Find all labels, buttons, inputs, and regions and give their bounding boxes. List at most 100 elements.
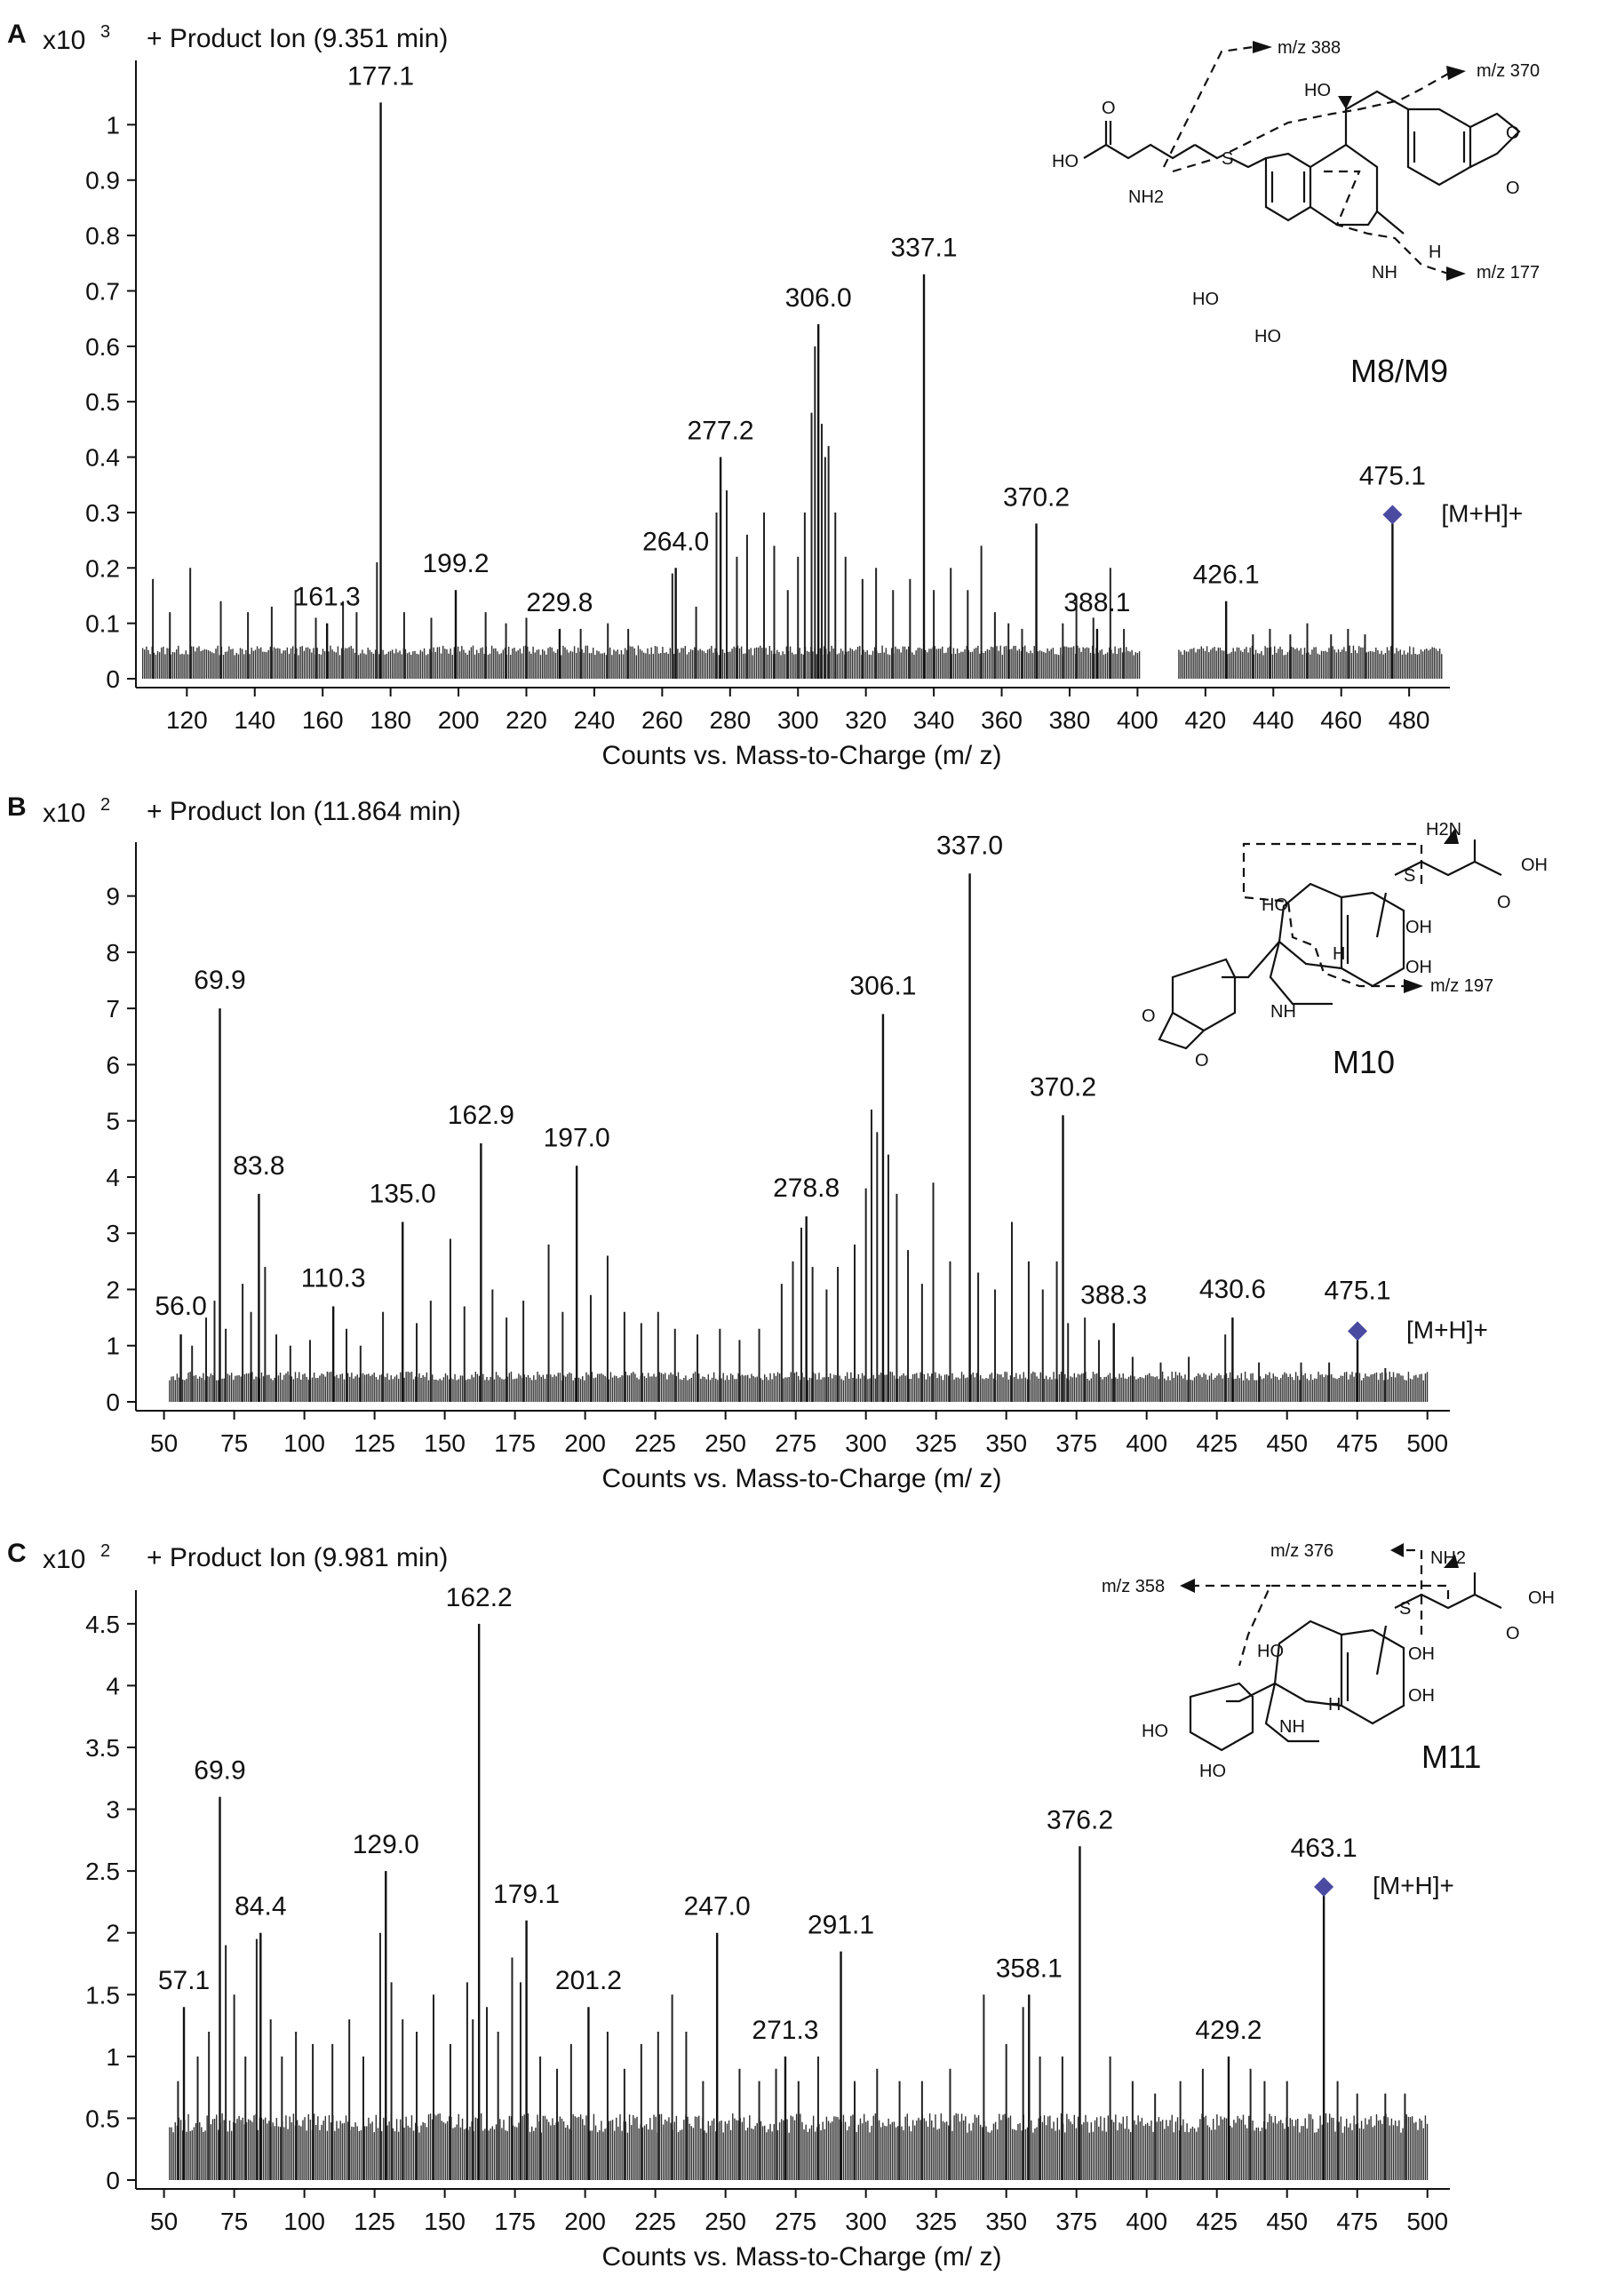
baseline-noise: [141, 645, 1443, 679]
x-tick-label: 275: [775, 1429, 816, 1457]
arrow-head: [1253, 41, 1272, 53]
atom-label: OH: [1408, 1686, 1435, 1706]
peak-label: 291.1: [808, 1911, 874, 1940]
y-tick-label: 0.9: [85, 167, 120, 195]
x-tick-label: 400: [1126, 1429, 1167, 1457]
peak-label: 388.3: [1080, 1280, 1147, 1309]
molecular-structure: m/z 388 m/z 370 m/z 177 HO O NH2 S HO O …: [1052, 38, 1540, 389]
x-tick-label: 480: [1389, 706, 1430, 734]
x-tick-label: 160: [302, 706, 344, 734]
frag-label: m/z 370: [1477, 61, 1540, 81]
bond: [1226, 1683, 1319, 1743]
x-tick-label: 180: [370, 706, 411, 734]
x-axis-title: Counts vs. Mass-to-Charge (m/ z): [601, 2242, 1001, 2272]
x-axis-title: Counts vs. Mass-to-Charge (m/ z): [601, 741, 1001, 770]
atom-label: O: [1506, 123, 1520, 143]
y-tick-label: 0.8: [85, 222, 120, 250]
bond: [1189, 1682, 1254, 1752]
peak-label: 199.2: [422, 549, 489, 578]
y-tick-label: 0.4: [85, 444, 120, 472]
x-tick-label: 275: [775, 2208, 816, 2235]
bond: [1406, 107, 1472, 187]
compound-name: M10: [1333, 1044, 1395, 1080]
cleavage-line: [1242, 842, 1423, 988]
peak-label: 161.3: [294, 583, 361, 612]
atom-label: S: [1399, 1599, 1411, 1619]
y-scale-exponent: 3: [100, 22, 110, 42]
atom-label: HO: [1257, 1642, 1284, 1661]
y-tick-label: 5: [106, 1108, 120, 1135]
y-tick-label: 7: [106, 995, 120, 1023]
y-tick-label: 0.7: [85, 277, 120, 305]
peak-label: 271.3: [752, 2016, 818, 2045]
bond: [1171, 958, 1237, 1032]
y-tick-label: 0.5: [85, 2105, 120, 2132]
atom-label: HO: [1254, 327, 1281, 346]
x-tick-label: 200: [438, 706, 480, 734]
x-tick-label: 320: [845, 706, 887, 734]
x-tick-label: 50: [150, 1429, 178, 1457]
atom-label: OH: [1405, 958, 1432, 977]
frag-label: m/z 197: [1430, 976, 1493, 996]
peak-label: 306.0: [785, 283, 852, 313]
y-tick-label: 4.5: [85, 1611, 120, 1638]
bond: [1273, 1619, 1342, 1707]
y-tick-label: 0.2: [85, 554, 120, 582]
atom-label: NH2: [1128, 187, 1164, 207]
x-tick-label: 75: [220, 1429, 248, 1457]
atom-label: O: [1142, 1007, 1156, 1026]
x-tick-label: 360: [981, 706, 1023, 734]
atom-label: HO: [1052, 152, 1079, 171]
peak-label: 376.2: [1047, 1805, 1113, 1834]
bond: [1083, 143, 1196, 160]
x-tick-label: 175: [494, 2208, 536, 2235]
x-tick-label: 220: [506, 706, 547, 734]
y-tick-label: 3.5: [85, 1734, 120, 1762]
peak-label: 370.2: [1030, 1072, 1096, 1102]
bond: [1376, 211, 1405, 235]
y-scale-label: x10: [43, 799, 85, 828]
atom-label: O: [1506, 1624, 1520, 1643]
y-tick-label: 2: [106, 1920, 120, 1947]
y-tick-label: 6: [106, 1051, 120, 1078]
y-tick-label: 1: [106, 2043, 120, 2071]
peak-label: 135.0: [370, 1180, 436, 1209]
atom-label: H: [1328, 1695, 1341, 1715]
y-tick-label: 0: [106, 2167, 120, 2194]
x-tick-label: 175: [494, 1429, 536, 1457]
cleavage-line: [1324, 170, 1449, 275]
bond: [1158, 1012, 1205, 1050]
x-tick-label: 50: [150, 2208, 178, 2235]
x-tick-label: 325: [915, 1429, 957, 1457]
arrow-head: [1180, 1579, 1195, 1593]
atom-label: OH: [1405, 918, 1432, 937]
x-tick-label: 475: [1336, 2208, 1378, 2235]
bond: [1194, 144, 1218, 159]
x-tick-label: 475: [1336, 1429, 1378, 1457]
chart-title: + Product Ion (9.351 min): [147, 24, 448, 53]
molecular-structure: NH2 OH O S HO OH OH HO HO NH H m/z 376 m…: [1102, 1541, 1555, 1781]
cleavage-line: [1163, 45, 1254, 168]
bond: [1375, 892, 1388, 938]
y-tick-label: 2.5: [85, 1858, 120, 1885]
atom-label: H: [1333, 944, 1345, 964]
peak-label: 277.2: [688, 417, 754, 446]
x-tick-label: 100: [283, 1429, 325, 1457]
atom-label: OH: [1408, 1644, 1435, 1664]
x-tick-label: 120: [166, 706, 208, 734]
arrow-head: [1446, 267, 1466, 281]
peak-label: 475.1: [1359, 461, 1426, 490]
peak-label: 337.1: [890, 234, 957, 263]
y-tick-label: 0.6: [85, 333, 120, 361]
panel-label: B: [7, 792, 27, 822]
bond: [1104, 121, 1112, 145]
legend-label: [M+H]+: [1373, 1872, 1454, 1899]
y-tick-label: 0.3: [85, 499, 120, 527]
y-tick-label: 8: [106, 939, 120, 967]
arrow-head: [1404, 979, 1423, 993]
x-tick-label: 425: [1196, 2208, 1238, 2235]
x-tick-label: 260: [641, 706, 683, 734]
